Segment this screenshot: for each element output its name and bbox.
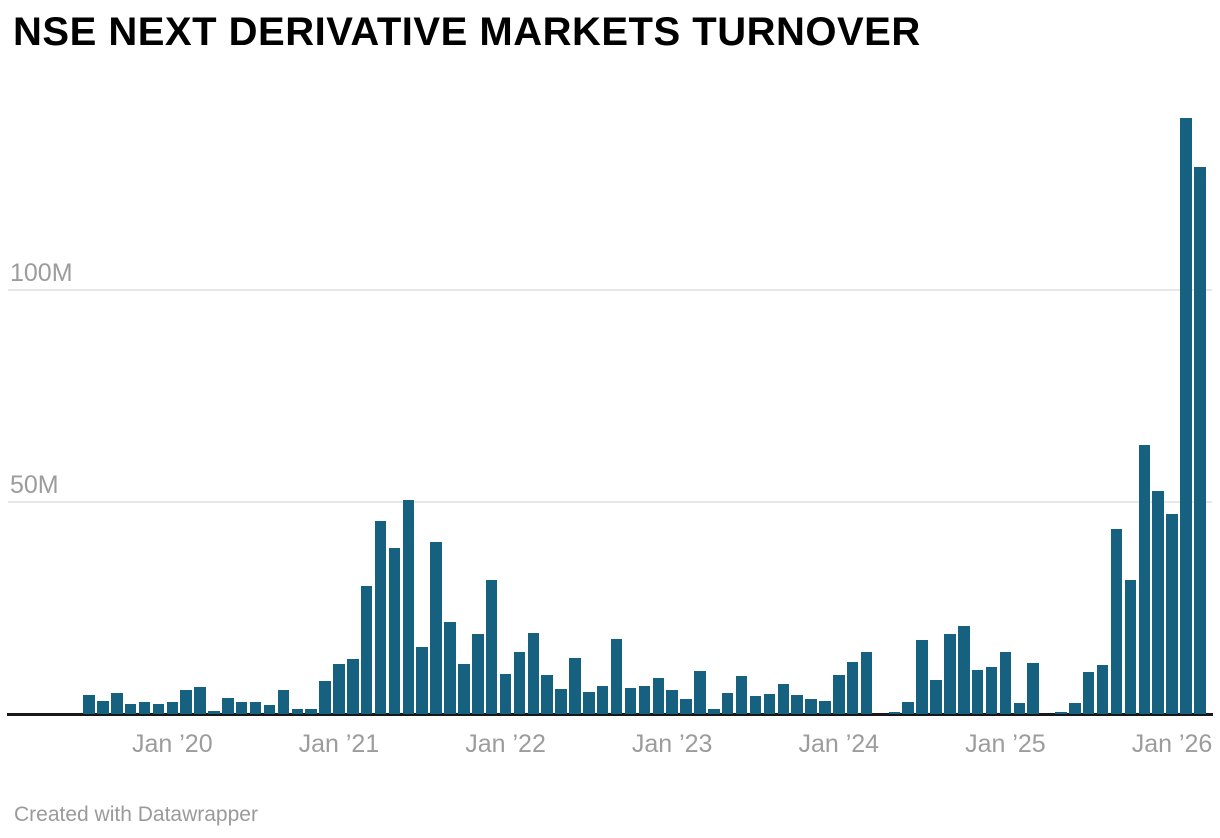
- gridline-50m: [8, 501, 1212, 504]
- bar-2024-09: [944, 633, 956, 715]
- bar-2020-07: [249, 702, 262, 715]
- bar-2025-03: [1027, 663, 1039, 715]
- bar-2020-12: [319, 680, 331, 715]
- bar-2020-11: [305, 709, 317, 715]
- bar-2020-09: [277, 689, 290, 715]
- bar-2023-05: [721, 692, 734, 715]
- bar-2019-10: [124, 703, 137, 715]
- x-tick-label-54: Jan ’24: [798, 730, 880, 758]
- bar-2023-11: [805, 698, 817, 715]
- bar-2025-01: [999, 652, 1012, 715]
- bar-2023-12: [819, 700, 831, 715]
- bar-2020-06: [235, 702, 248, 715]
- chart-title: NSE NEXT DERIVATIVE MARKETS TURNOVER: [13, 10, 921, 54]
- bar-2024-12: [985, 666, 998, 715]
- bar-2023-06: [735, 675, 748, 715]
- bar-2024-08: [930, 680, 942, 715]
- bar-2025-06: [1069, 703, 1081, 715]
- bar-2021-02: [347, 658, 359, 715]
- bar-2022-10: [624, 688, 637, 715]
- x-tick-label-6: Jan ’20: [131, 730, 213, 758]
- bar-2022-05: [555, 689, 567, 715]
- bar-2024-02: [846, 661, 859, 715]
- bar-2026-03: [1194, 166, 1206, 715]
- bar-2025-11: [1138, 444, 1150, 715]
- bar-2023-04: [708, 708, 720, 715]
- bar-2026-02: [1180, 118, 1192, 715]
- bar-2023-10: [791, 694, 803, 715]
- bar-2024-06: [902, 702, 914, 715]
- bar-2021-01: [333, 663, 345, 715]
- bar-2024-05: [888, 711, 901, 715]
- bar-2024-03: [860, 652, 873, 715]
- bar-2023-02: [680, 698, 692, 715]
- bar-2022-04: [541, 675, 553, 715]
- bar-2022-01: [499, 674, 512, 715]
- bar-2022-06: [569, 658, 581, 715]
- bar-2019-07: [83, 694, 95, 715]
- x-tick-label-78: Jan ’26: [1131, 730, 1213, 758]
- x-tick-label-66: Jan ’25: [965, 730, 1046, 758]
- bar-2025-08: [1096, 664, 1109, 715]
- x-tick-label-42: Jan ’23: [631, 730, 713, 758]
- bar-2019-09: [111, 692, 123, 715]
- bar-2021-06: [402, 500, 415, 715]
- bar-2022-11: [638, 686, 651, 715]
- bar-2021-08: [430, 542, 442, 715]
- bar-2021-11: [472, 633, 484, 715]
- bar-2023-08: [763, 694, 776, 715]
- x-axis-line: [7, 713, 1213, 716]
- bar-2023-07: [749, 695, 762, 715]
- bar-2020-05: [222, 697, 234, 715]
- bar-2021-12: [485, 579, 498, 715]
- bar-2020-10: [291, 708, 304, 715]
- bar-2025-10: [1124, 579, 1137, 715]
- bar-2024-07: [916, 639, 928, 715]
- bar-2023-09: [777, 683, 789, 715]
- bar-2021-10: [458, 664, 470, 715]
- bar-2021-07: [416, 647, 428, 715]
- bar-2024-11: [971, 669, 984, 715]
- bar-2019-08: [97, 700, 109, 715]
- bar-2024-01: [833, 675, 845, 715]
- bar-2021-05: [388, 548, 401, 715]
- bar-2026-01: [1166, 514, 1178, 715]
- bar-2020-03: [194, 686, 206, 715]
- x-tick-label-18: Jan ’21: [298, 730, 380, 758]
- bar-2019-12: [152, 703, 165, 715]
- bar-2021-04: [374, 520, 387, 715]
- bar-2020-04: [208, 711, 220, 715]
- bar-2022-07: [583, 692, 595, 715]
- gridline-100m: [8, 289, 1212, 291]
- y-tick-label-50m: 50M: [10, 471, 59, 500]
- bar-2022-12: [652, 677, 665, 715]
- bar-2020-02: [180, 689, 192, 715]
- bar-2022-03: [527, 632, 540, 715]
- bar-2025-02: [1013, 703, 1026, 715]
- bar-2020-08: [263, 705, 276, 715]
- bar-2022-02: [513, 652, 526, 715]
- y-tick-label-100m: 100M: [10, 259, 73, 287]
- bar-2025-07: [1082, 672, 1095, 715]
- bar-2019-11: [138, 702, 151, 715]
- bar-2022-09: [610, 638, 623, 715]
- bar-2021-03: [360, 585, 373, 715]
- bar-2023-01: [666, 689, 678, 715]
- bar-2025-09: [1110, 528, 1123, 715]
- bar-2021-09: [444, 621, 456, 715]
- bar-2022-08: [596, 686, 609, 715]
- bar-2023-03: [694, 671, 706, 715]
- bar-2025-05: [1055, 711, 1067, 715]
- bar-2024-10: [958, 626, 970, 715]
- bar-2020-01: [166, 702, 179, 715]
- x-tick-label-30: Jan ’22: [465, 730, 546, 758]
- attribution: Created with Datawrapper: [14, 803, 258, 826]
- bar-2025-12: [1152, 490, 1164, 715]
